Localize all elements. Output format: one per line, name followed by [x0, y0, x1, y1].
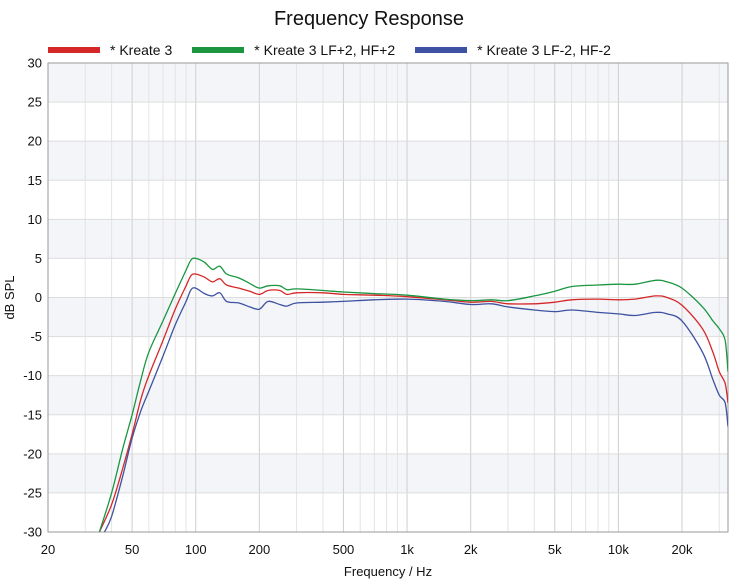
y-tick-label: 15 — [28, 173, 42, 188]
y-tick-label: -30 — [23, 525, 42, 540]
x-tick-label: 20 — [41, 542, 55, 557]
chart-title: Frequency Response — [273, 8, 465, 30]
legend-swatch — [415, 47, 468, 53]
x-tick-label: 1k — [400, 542, 414, 557]
series-layer — [98, 257, 728, 532]
x-tick-label: 10k — [608, 542, 629, 557]
legend-label: * Kreate 3 LF+2, HF+2 — [254, 42, 396, 58]
y-tick-label: -20 — [23, 446, 42, 461]
plot-band — [48, 63, 728, 103]
x-tick-label: 50 — [125, 542, 139, 557]
x-tick-label: 20k — [672, 542, 693, 557]
y-tick-label: -10 — [23, 368, 42, 383]
y-tick-label: -15 — [23, 407, 42, 422]
plot-band — [48, 453, 728, 493]
y-tick-label: 25 — [28, 95, 42, 110]
x-tick-label: 100 — [185, 542, 207, 557]
plot-band — [48, 492, 728, 532]
legend-swatch — [48, 47, 100, 53]
legend-label: * Kreate 3 LF-2, HF-2 — [477, 42, 611, 58]
y-tick-label: 20 — [28, 134, 42, 149]
plot-frame — [47, 62, 729, 533]
major-gridlines — [47, 62, 728, 533]
y-tick-label: 10 — [28, 212, 42, 227]
legend-swatch — [192, 47, 245, 53]
y-axis-label: dB SPL — [2, 275, 17, 319]
plot-band — [48, 414, 728, 454]
legend-item-3: * Kreate 3 LF-2, HF-2 — [415, 42, 611, 58]
series-line-1 — [98, 273, 728, 532]
x-tick-label: 200 — [248, 542, 270, 557]
legend: * Kreate 3 * Kreate 3 LF+2, HF+2 * Kreate … — [48, 40, 631, 60]
x-tick-label: 5k — [548, 542, 562, 557]
plot-band — [48, 375, 728, 415]
plot-band — [48, 180, 728, 220]
x-axis-label: Frequency / Hz — [344, 564, 432, 579]
legend-label: * Kreate 3 — [110, 42, 173, 58]
y-tick-label: -5 — [30, 329, 42, 344]
legend-item-1: * Kreate 3 — [48, 42, 172, 58]
x-tick-label: 2k — [464, 542, 478, 557]
x-axis-ticks: 20 50 100 200 500 1k 2k 5k 10k 20k — [41, 542, 693, 557]
y-tick-label: 5 — [35, 251, 42, 266]
y-tick-label: 0 — [35, 290, 42, 305]
y-axis-ticks: -30 -25 -20 -15 -10 -5 0 5 10 15 20 25 30 — [23, 56, 42, 540]
y-tick-label: 30 — [28, 56, 42, 71]
legend-item-2: * Kreate 3 LF+2, HF+2 — [192, 42, 395, 58]
plot-band — [48, 141, 728, 181]
plot-band — [48, 336, 728, 376]
plot-band — [48, 102, 728, 142]
plot-band — [48, 219, 728, 259]
y-tick-label: -25 — [23, 485, 42, 500]
plot-band — [48, 258, 728, 298]
series-line-2 — [98, 257, 728, 532]
plot-band — [48, 297, 728, 337]
x-tick-label: 500 — [333, 542, 355, 557]
series-line-3 — [103, 287, 728, 532]
plot-background-bands — [48, 63, 728, 532]
